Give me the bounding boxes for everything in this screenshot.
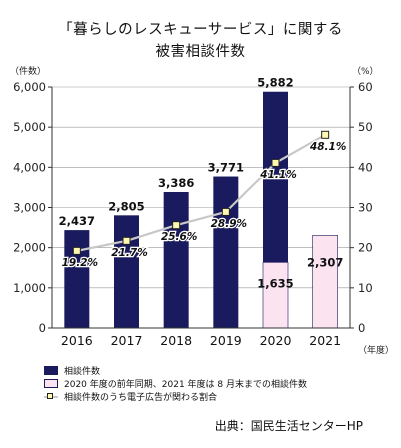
ratio-line <box>76 133 326 252</box>
bar-2018 <box>163 191 189 328</box>
legend-label-count: 相談件数 <box>64 367 101 377</box>
ratio-label: 19.2% <box>62 257 98 269</box>
chart-title-line2: 被害相談件数 <box>155 44 246 60</box>
y-left-tick-label: 2,000 <box>13 241 46 255</box>
ratio-label: 41.1% <box>259 169 296 181</box>
y-right-unit: （%） <box>352 66 379 77</box>
legend-item-partial: 2020 年度の前年同期、2021 年度は 8 月末までの相談件数 <box>44 377 307 390</box>
ratio-label: 21.7% <box>111 247 147 259</box>
bar-partial-value-label: 1,635 <box>257 276 293 290</box>
source-note: 出典：国民生活センターHP <box>214 419 363 433</box>
y-left-tick-label: 4,000 <box>13 160 46 174</box>
bar-partial-value-label: 2,307 <box>307 255 343 269</box>
x-tick-label: 2020 <box>260 333 292 348</box>
ratio-marker-2016 <box>72 246 81 255</box>
bar-value-label: 5,882 <box>257 76 293 90</box>
bar-value-label: 2,805 <box>108 199 144 213</box>
legend-swatch-navy <box>44 366 58 375</box>
y-right-tick-label: 50 <box>358 120 373 134</box>
chart-title-line1: 「暮らしのレスキューサービス」に関する <box>58 22 343 38</box>
bar-value-label: 2,437 <box>59 214 95 228</box>
legend-swatch-pink <box>44 379 58 388</box>
x-unit: （年度） <box>358 344 394 356</box>
x-tick-label: 2019 <box>210 333 242 348</box>
x-tick-label: 2016 <box>61 333 93 348</box>
bar-partial-2021 <box>312 235 338 329</box>
ratio-marker-2020 <box>271 158 280 167</box>
x-tick-label: 2021 <box>309 333 341 348</box>
legend-item-ratio: 相談件数のうち電子広告が関わる割合 <box>44 390 217 403</box>
y-right-tick-label: 10 <box>358 281 373 295</box>
ratio-label: 25.6% <box>161 231 197 243</box>
x-tick-label: 2018 <box>160 333 192 348</box>
bar-2016 <box>64 230 90 328</box>
y-right-tick-label: 40 <box>358 160 373 174</box>
y-right-tick-label: 60 <box>358 80 373 94</box>
y-right-tick-label: 30 <box>358 201 373 215</box>
y-left-tick-label: 6,000 <box>13 80 46 94</box>
ratio-marker-2019 <box>221 207 230 216</box>
bar-2017 <box>114 215 139 328</box>
bar-line-chart: 0 1,000 2,000 3,000 4,000 5,000 6,000 0 10 20 30 40… <box>10 65 394 356</box>
ratio-label: 48.1% <box>309 141 346 153</box>
y-right-tick-label: 0 <box>358 321 365 335</box>
legend-label-ratio: 相談件数のうち電子広告が関わる割合 <box>64 393 218 403</box>
x-tick-label: 2017 <box>111 333 143 348</box>
bar-2019 <box>213 176 239 328</box>
y-right-tick-label: 20 <box>358 241 373 255</box>
y-left-tick-label: 3,000 <box>13 201 46 215</box>
bar-partial-2020 <box>262 262 289 329</box>
y-left-unit: （件数） <box>10 65 46 77</box>
y-left-tick-label: 0 <box>39 321 46 335</box>
y-left-tick-label: 5,000 <box>13 120 46 134</box>
legend-item-count: 相談件数 <box>44 364 100 377</box>
y-left-tick-label: 1,000 <box>13 281 46 295</box>
legend-label-partial: 2020 年度の前年同期、2021 年度は 8 月末までの相談件数 <box>64 380 307 390</box>
ratio-marker-2021 <box>321 130 330 139</box>
bar-value-label: 3,386 <box>158 176 194 190</box>
ratio-marker-2018 <box>172 221 181 230</box>
ratio-marker-2017 <box>122 236 131 245</box>
legend-swatch-line <box>44 392 58 399</box>
bar-value-label: 3,771 <box>208 161 244 175</box>
ratio-label: 28.9% <box>211 218 247 230</box>
